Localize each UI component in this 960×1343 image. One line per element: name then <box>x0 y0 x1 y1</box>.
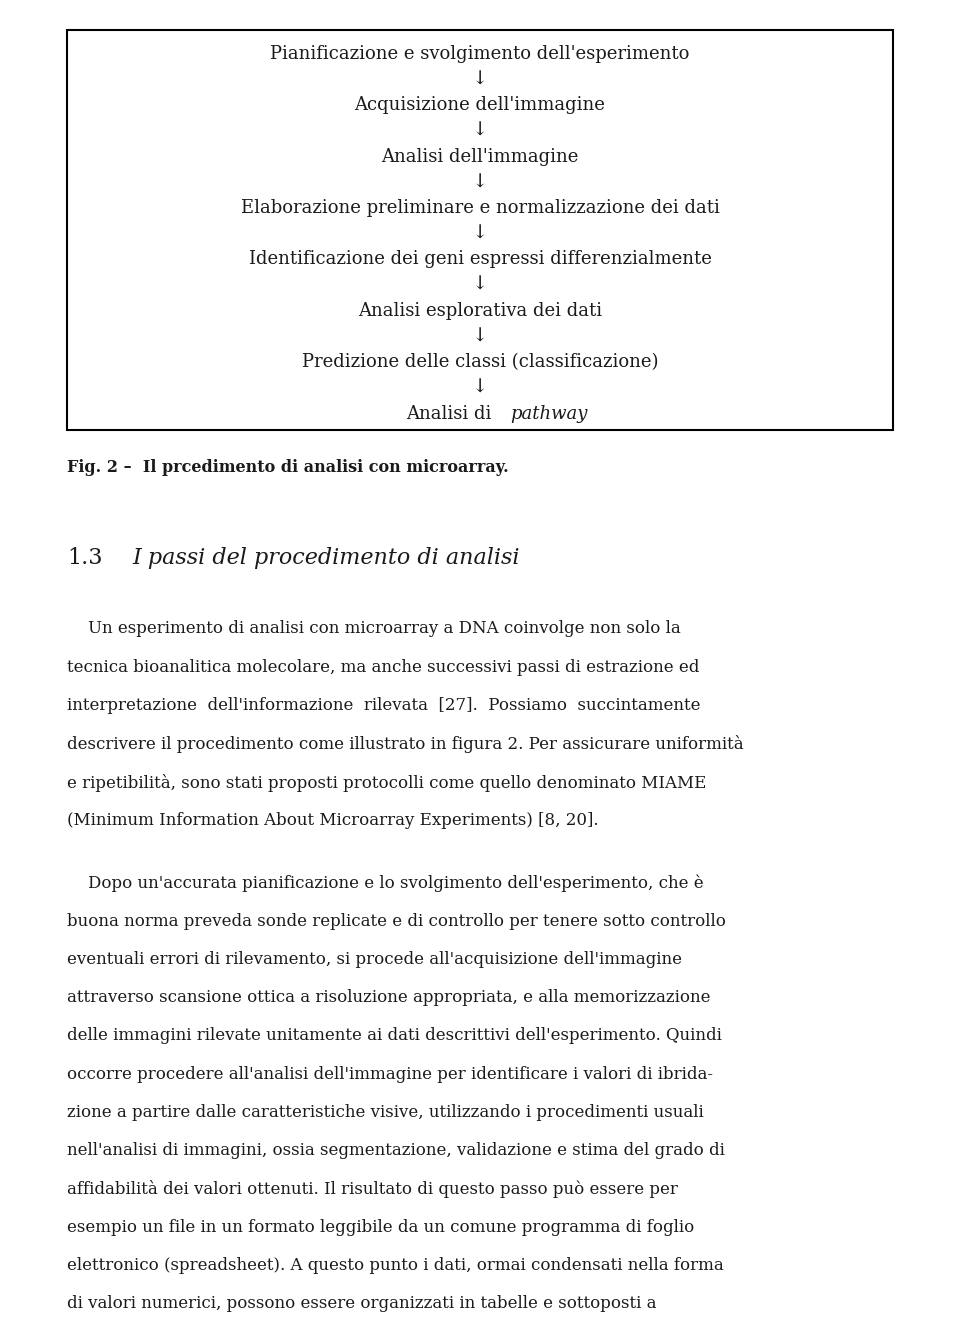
Text: interpretazione  dell'informazione  rilevata  [27].  Possiamo  succintamente: interpretazione dell'informazione rileva… <box>67 697 701 714</box>
Text: Pianificazione e svolgimento dell'esperimento: Pianificazione e svolgimento dell'esperi… <box>271 44 689 63</box>
Text: Elaborazione preliminare e normalizzazione dei dati: Elaborazione preliminare e normalizzazio… <box>241 199 719 218</box>
Text: Fig. 2 –  Il prcedimento di analisi con microarray.: Fig. 2 – Il prcedimento di analisi con m… <box>67 459 509 477</box>
Text: tecnica bioanalitica molecolare, ma anche successivi passi di estrazione ed: tecnica bioanalitica molecolare, ma anch… <box>67 659 700 676</box>
Text: Analisi esplorativa dei dati: Analisi esplorativa dei dati <box>358 302 602 320</box>
FancyBboxPatch shape <box>67 30 893 430</box>
Text: esempio un file in un formato leggibile da un comune programma di foglio: esempio un file in un formato leggibile … <box>67 1219 694 1236</box>
Text: ↓: ↓ <box>471 70 489 89</box>
Text: buona norma preveda sonde replicate e di controllo per tenere sotto controllo: buona norma preveda sonde replicate e di… <box>67 913 726 929</box>
Text: occorre procedere all'analisi dell'immagine per identificare i valori di ibrida-: occorre procedere all'analisi dell'immag… <box>67 1066 713 1082</box>
Text: I passi del procedimento di analisi: I passi del procedimento di analisi <box>132 547 520 568</box>
Text: ↓: ↓ <box>471 173 489 191</box>
Text: affidabilità dei valori ottenuti. Il risultato di questo passo può essere per: affidabilità dei valori ottenuti. Il ris… <box>67 1180 678 1198</box>
Text: ↓: ↓ <box>471 122 489 140</box>
Text: ↓: ↓ <box>471 277 489 294</box>
Text: eventuali errori di rilevamento, si procede all'acquisizione dell'immagine: eventuali errori di rilevamento, si proc… <box>67 951 683 968</box>
Text: zione a partire dalle caratteristiche visive, utilizzando i procedimenti usuali: zione a partire dalle caratteristiche vi… <box>67 1104 704 1121</box>
Text: di valori numerici, possono essere organizzati in tabelle e sottoposti a: di valori numerici, possono essere organ… <box>67 1296 657 1312</box>
Text: Analisi dell'immagine: Analisi dell'immagine <box>381 148 579 165</box>
Text: (Minimum Information About Microarray Experiments) [8, 20].: (Minimum Information About Microarray Ex… <box>67 813 599 829</box>
Text: ↓: ↓ <box>471 379 489 398</box>
Text: descrivere il procedimento come illustrato in figura 2. Per assicurare uniformit: descrivere il procedimento come illustra… <box>67 736 744 753</box>
Text: attraverso scansione ottica a risoluzione appropriata, e alla memorizzazione: attraverso scansione ottica a risoluzion… <box>67 990 710 1006</box>
Text: Predizione delle classi (classificazione): Predizione delle classi (classificazione… <box>301 353 659 371</box>
Text: ↓: ↓ <box>471 328 489 345</box>
Text: elettronico (spreadsheet). A questo punto i dati, ormai condensati nella forma: elettronico (spreadsheet). A questo punt… <box>67 1257 724 1275</box>
Text: Un esperimento di analisi con microarray a DNA coinvolge non solo la: Un esperimento di analisi con microarray… <box>67 620 681 638</box>
Text: pathway: pathway <box>511 404 588 423</box>
Text: Identificazione dei geni espressi differenzialmente: Identificazione dei geni espressi differ… <box>249 250 711 269</box>
Text: nell'analisi di immagini, ossia segmentazione, validazione e stima del grado di: nell'analisi di immagini, ossia segmenta… <box>67 1143 725 1159</box>
Text: ↓: ↓ <box>471 224 489 243</box>
Text: Dopo un'accurata pianificazione e lo svolgimento dell'esperimento, che è: Dopo un'accurata pianificazione e lo svo… <box>67 874 704 892</box>
Text: delle immagini rilevate unitamente ai dati descrittivi dell'esperimento. Quindi: delle immagini rilevate unitamente ai da… <box>67 1027 722 1045</box>
Text: e ripetibilità, sono stati proposti protocolli come quello denominato MIAME: e ripetibilità, sono stati proposti prot… <box>67 774 707 791</box>
Text: Analisi di: Analisi di <box>406 404 554 423</box>
Text: 1.3: 1.3 <box>67 547 103 568</box>
Text: Acquisizione dell'immagine: Acquisizione dell'immagine <box>354 97 606 114</box>
